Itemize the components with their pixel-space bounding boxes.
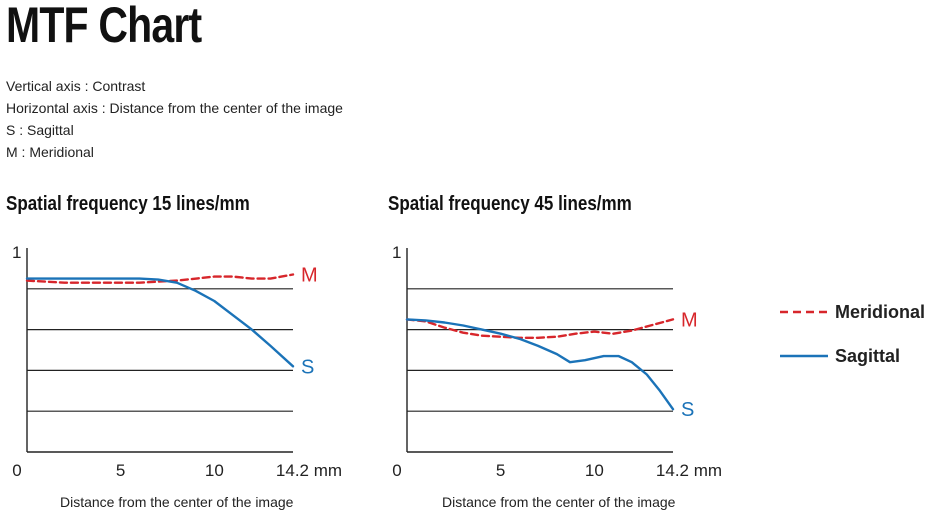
x-tick-label-2: 5 (496, 461, 505, 480)
x-tick-label-1: 0 (392, 461, 401, 480)
meridional-series-line (25, 273, 295, 284)
description-horizontal-axis: Horizontal axis : Distance from the cent… (6, 100, 343, 116)
x-tick-label-4: 14.2 mm (276, 461, 342, 480)
chart-title-45: Spatial frequency 45 lines/mm (388, 193, 632, 215)
legend-sagittal-label: Sagittal (835, 346, 900, 366)
description-vertical-axis: Vertical axis : Contrast (6, 78, 146, 94)
sagittal-end-label: S (301, 356, 314, 378)
sagittal-end-label: S (681, 399, 694, 421)
y-tick-label-1: 1 (392, 243, 401, 262)
x-tick-label-3: 10 (585, 461, 604, 480)
sagittal-series-line (25, 277, 295, 368)
meridional-end-label: M (681, 309, 698, 331)
x-tick-label-1: 0 (12, 461, 21, 480)
description-sagittal: S : Sagittal (6, 122, 74, 138)
x-axis-label-15: Distance from the center of the image (60, 494, 294, 510)
chart-title-15: Spatial frequency 15 lines/mm (6, 193, 250, 215)
chart-legend: Meridional Sagittal (780, 302, 925, 366)
axis-description-list: Vertical axis : Contrast Horizontal axis… (6, 75, 343, 163)
meridional-series-line (405, 318, 675, 339)
x-axis-label-45: Distance from the center of the image (442, 494, 676, 510)
page-title: MTF Chart (6, 0, 202, 53)
x-tick-label-2: 5 (116, 461, 125, 480)
x-tick-label-4: 14.2 mm (656, 461, 722, 480)
legend-meridional-label: Meridional (835, 302, 925, 322)
y-tick-label-1: 1 (12, 243, 21, 262)
meridional-end-label: M (301, 265, 318, 287)
description-meridional: M : Meridional (6, 144, 94, 160)
x-tick-label-3: 10 (205, 461, 224, 480)
sagittal-series-line (405, 318, 675, 411)
